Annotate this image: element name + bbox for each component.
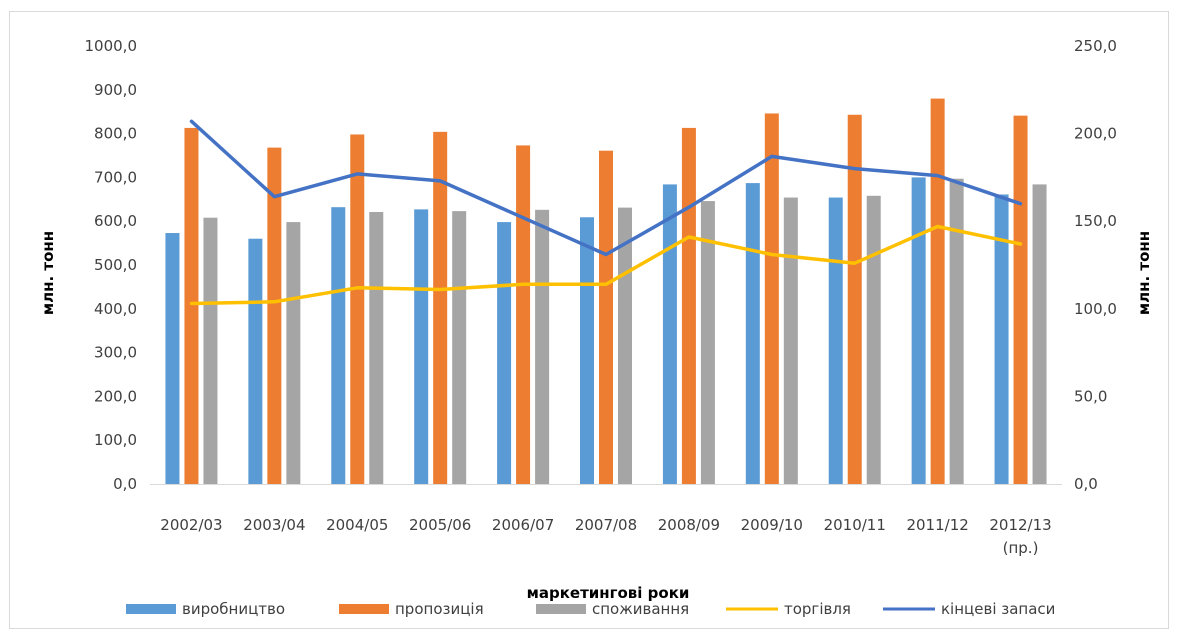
bar-виробництво-2004-05 xyxy=(331,207,346,484)
chart-canvas: 0,0 100,0 200,0 300,0 400,0 500,0 600,0 700,0 80… xyxy=(39,37,1153,618)
legend-торгівля-label: торгівля xyxy=(784,600,851,618)
bar-виробництво-2008-09 xyxy=(662,184,677,484)
legend-пропозиція-swatch xyxy=(339,604,389,614)
legend-виробництво-swatch xyxy=(126,604,176,614)
y-tick-left: 100,0 xyxy=(94,431,137,449)
y-axis-title-left: млн. тонн xyxy=(39,231,57,315)
x-tick-label: 2010/11 xyxy=(824,516,886,534)
bar-виробництво-2002-03 xyxy=(165,233,180,484)
bar-споживання-2011-12 xyxy=(949,178,964,485)
y-tick-left: 400,0 xyxy=(94,300,137,318)
legend-виробництво-label: виробництво xyxy=(182,600,285,618)
y-axis-title-right: млн. тонн xyxy=(1135,231,1153,315)
y-tick-left: 0,0 xyxy=(113,475,137,493)
bar-споживання-2005-06 xyxy=(452,211,467,484)
y-tick-left: 800,0 xyxy=(94,125,137,143)
bar-виробництво-2007-08 xyxy=(580,217,594,484)
x-tick-label: 2007/08 xyxy=(575,516,637,534)
y-tick-left: 200,0 xyxy=(94,387,137,405)
y-tick-right: 250,0 xyxy=(1074,37,1117,55)
x-tick-label: 2012/13 xyxy=(989,516,1051,534)
y-tick-right: 200,0 xyxy=(1074,125,1117,143)
bar-споживання-2003-04 xyxy=(286,222,301,485)
y-tick-left: 700,0 xyxy=(94,168,137,186)
bar-виробництво-2003-04 xyxy=(248,238,263,484)
bar-пропозиція-2009-10 xyxy=(764,113,779,485)
bar-пропозиція-2002-03 xyxy=(184,127,199,484)
bar-пропозиція-2006-07 xyxy=(516,145,531,484)
legend-пропозиція-label: пропозиція xyxy=(395,600,484,618)
bar-виробництво-2009-10 xyxy=(745,183,760,484)
chart-frame: 0,0 100,0 200,0 300,0 400,0 500,0 600,0 700,0 80… xyxy=(9,11,1169,629)
x-tick-sublabel: (пр.) xyxy=(1003,539,1039,557)
x-tick-label: 2003/04 xyxy=(243,516,305,534)
x-axis-title: маркетингові роки xyxy=(527,584,690,602)
line-торгівля xyxy=(189,224,1023,306)
bar-споживання-2004-05 xyxy=(369,212,384,484)
bar-пропозиція-2012-13 xyxy=(1013,115,1028,484)
y-tick-right: 150,0 xyxy=(1074,212,1117,230)
bar-виробництво-2012-13 xyxy=(994,194,1009,484)
x-tick-label: 2008/09 xyxy=(658,516,720,534)
bar-виробництво-2005-06 xyxy=(414,209,429,484)
legend-кінцеві-запаси-label: кінцеві запаси xyxy=(941,600,1055,618)
bar-пропозиція-2005-06 xyxy=(433,131,448,484)
bar-пропозиція-2008-09 xyxy=(681,127,696,484)
y-tick-left: 900,0 xyxy=(94,81,137,99)
bar-пропозиція-2010-11 xyxy=(847,114,862,485)
y-tick-left: 600,0 xyxy=(94,212,137,230)
bar-пропозиція-2007-08 xyxy=(599,150,613,484)
bar-споживання-2006-07 xyxy=(535,209,550,484)
y-tick-left: 1000,0 xyxy=(85,37,138,55)
line-кінцеві-запаси xyxy=(189,119,1023,257)
bar-споживання-2012-13 xyxy=(1032,184,1047,484)
bar-споживання-2002-03 xyxy=(203,217,218,485)
y-tick-left: 500,0 xyxy=(94,256,137,274)
y-tick-left: 300,0 xyxy=(94,344,137,362)
bar-виробництво-2011-12 xyxy=(911,177,926,484)
x-tick-label: 2002/03 xyxy=(160,516,222,534)
x-tick-label: 2006/07 xyxy=(492,516,554,534)
bar-пропозиція-2011-12 xyxy=(930,98,945,484)
bar-споживання-2007-08 xyxy=(618,207,632,484)
bar-виробництво-2010-11 xyxy=(828,197,843,484)
legend-споживання-label: споживання xyxy=(592,600,689,618)
bar-виробництво-2006-07 xyxy=(497,222,512,485)
bar-пропозиція-2004-05 xyxy=(350,134,365,484)
bar-споживання-2008-09 xyxy=(700,201,715,484)
y-tick-right: 100,0 xyxy=(1074,300,1117,318)
bar-споживання-2010-11 xyxy=(866,195,881,484)
y-tick-right: 50,0 xyxy=(1074,387,1107,405)
x-tick-label: 2005/06 xyxy=(409,516,471,534)
y-tick-right: 0,0 xyxy=(1074,475,1098,493)
x-tick-label: 2011/12 xyxy=(906,516,968,534)
bar-пропозиція-2003-04 xyxy=(267,147,282,484)
x-tick-label: 2004/05 xyxy=(326,516,388,534)
x-tick-label: 2009/10 xyxy=(741,516,803,534)
bar-споживання-2009-10 xyxy=(783,197,798,484)
legend-споживання-swatch xyxy=(536,604,586,614)
